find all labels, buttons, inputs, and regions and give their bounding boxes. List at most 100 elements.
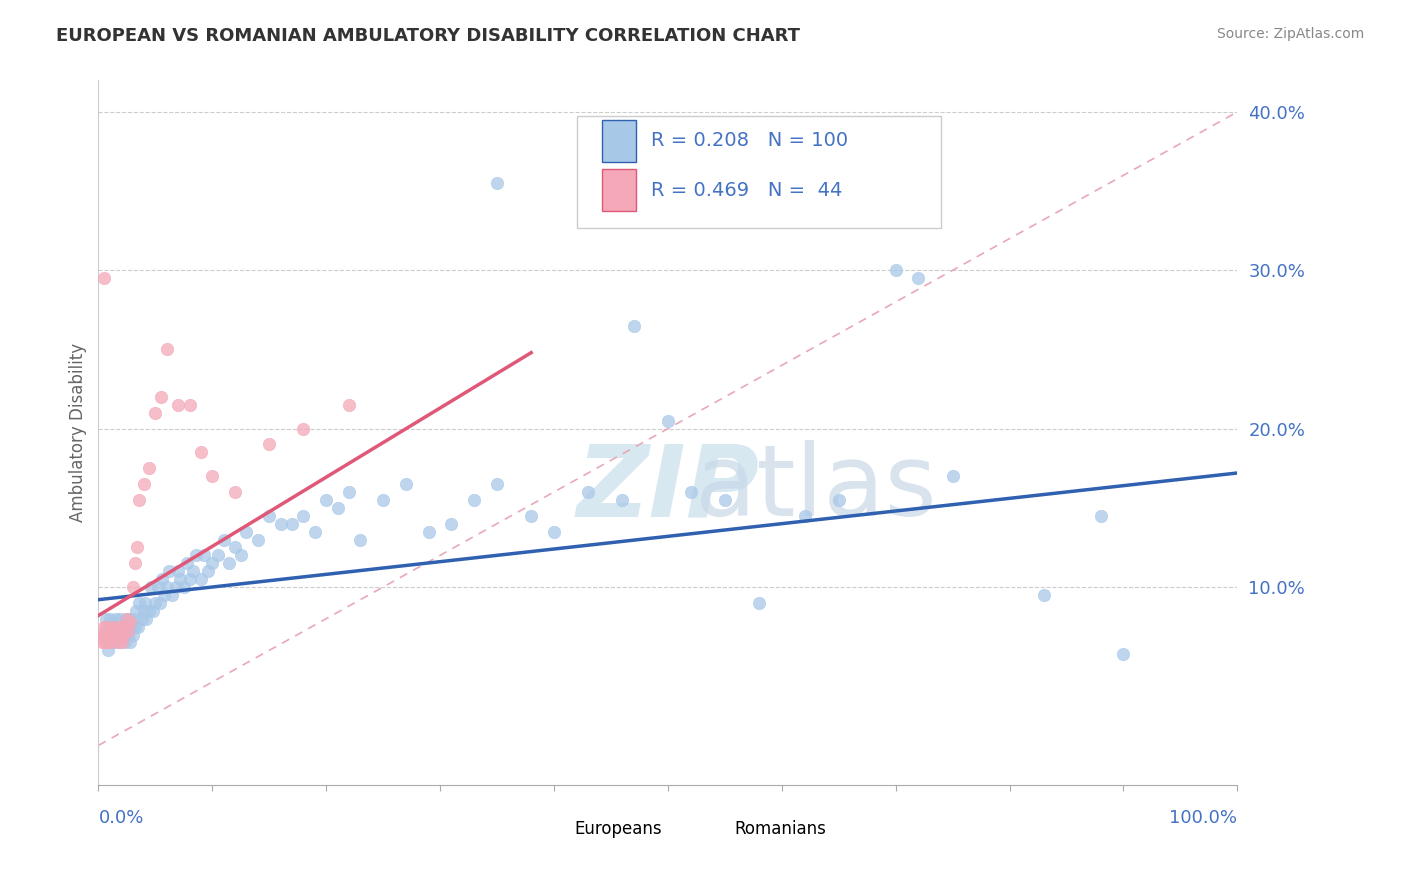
- Point: [135, 612, 157, 626]
- Point: [207, 549, 229, 563]
- Point: [679, 485, 702, 500]
- Text: 100.0%: 100.0%: [1170, 809, 1237, 827]
- Point: [179, 398, 201, 412]
- Point: [142, 604, 165, 618]
- Point: [91, 627, 114, 641]
- Point: [229, 549, 252, 563]
- Point: [201, 556, 224, 570]
- Point: [138, 461, 160, 475]
- Point: [486, 176, 509, 190]
- Point: [146, 580, 169, 594]
- Point: [145, 406, 167, 420]
- FancyBboxPatch shape: [696, 814, 725, 845]
- FancyBboxPatch shape: [576, 115, 941, 228]
- Point: [1032, 588, 1054, 602]
- Point: [150, 390, 173, 404]
- Point: [128, 596, 150, 610]
- Point: [212, 533, 235, 547]
- Point: [543, 524, 565, 539]
- Point: [150, 572, 173, 586]
- Point: [127, 619, 149, 633]
- Point: [121, 627, 143, 641]
- Point: [193, 549, 215, 563]
- Point: [118, 612, 141, 626]
- Point: [117, 624, 139, 639]
- Text: atlas: atlas: [695, 441, 936, 538]
- Point: [101, 627, 124, 641]
- Point: [942, 469, 965, 483]
- Point: [127, 541, 149, 555]
- Point: [793, 508, 815, 523]
- Point: [93, 619, 115, 633]
- Point: [326, 500, 349, 515]
- Point: [96, 627, 118, 641]
- Point: [96, 635, 118, 649]
- Point: [100, 635, 122, 649]
- Point: [93, 627, 115, 641]
- Point: [96, 643, 118, 657]
- Point: [103, 635, 125, 649]
- Point: [112, 619, 135, 633]
- Point: [103, 631, 125, 645]
- Point: [270, 516, 292, 531]
- Point: [337, 398, 360, 412]
- Point: [157, 564, 180, 578]
- Point: [117, 627, 139, 641]
- Point: [167, 564, 190, 578]
- Point: [98, 631, 121, 645]
- Point: [218, 556, 240, 570]
- Point: [440, 516, 463, 531]
- Text: Europeans: Europeans: [575, 820, 662, 838]
- Point: [149, 596, 172, 610]
- Point: [114, 612, 136, 626]
- Point: [122, 612, 145, 626]
- FancyBboxPatch shape: [602, 169, 636, 211]
- Point: [105, 619, 128, 633]
- Point: [190, 572, 212, 586]
- Point: [112, 627, 135, 641]
- Point: [1112, 647, 1135, 661]
- Point: [173, 580, 195, 594]
- Point: [93, 627, 115, 641]
- Point: [246, 533, 269, 547]
- Point: [114, 619, 136, 633]
- Point: [828, 492, 851, 507]
- Point: [103, 619, 125, 633]
- Point: [98, 635, 121, 649]
- Point: [115, 612, 138, 626]
- Point: [110, 627, 132, 641]
- Point: [292, 508, 315, 523]
- Point: [96, 612, 118, 626]
- Point: [190, 445, 212, 459]
- Point: [612, 492, 634, 507]
- Point: [94, 635, 117, 649]
- Point: [463, 492, 485, 507]
- Point: [224, 541, 246, 555]
- Point: [371, 492, 394, 507]
- Point: [104, 612, 127, 626]
- Point: [104, 627, 127, 641]
- Point: [139, 580, 162, 594]
- Point: [138, 604, 160, 618]
- Point: [197, 564, 219, 578]
- Point: [131, 612, 153, 626]
- Point: [120, 619, 142, 633]
- Y-axis label: Ambulatory Disability: Ambulatory Disability: [69, 343, 87, 522]
- Point: [259, 437, 281, 451]
- Point: [128, 492, 150, 507]
- Point: [101, 619, 124, 633]
- Point: [169, 572, 191, 586]
- Point: [186, 549, 208, 563]
- FancyBboxPatch shape: [602, 120, 636, 162]
- Text: R = 0.469   N =  44: R = 0.469 N = 44: [651, 181, 842, 200]
- Text: Romanians: Romanians: [734, 820, 825, 838]
- Point: [162, 588, 184, 602]
- Point: [110, 619, 132, 633]
- Point: [235, 524, 257, 539]
- Point: [103, 627, 125, 641]
- Point: [108, 627, 131, 641]
- Point: [304, 524, 326, 539]
- Point: [124, 619, 146, 633]
- Point: [748, 596, 770, 610]
- Point: [120, 615, 142, 629]
